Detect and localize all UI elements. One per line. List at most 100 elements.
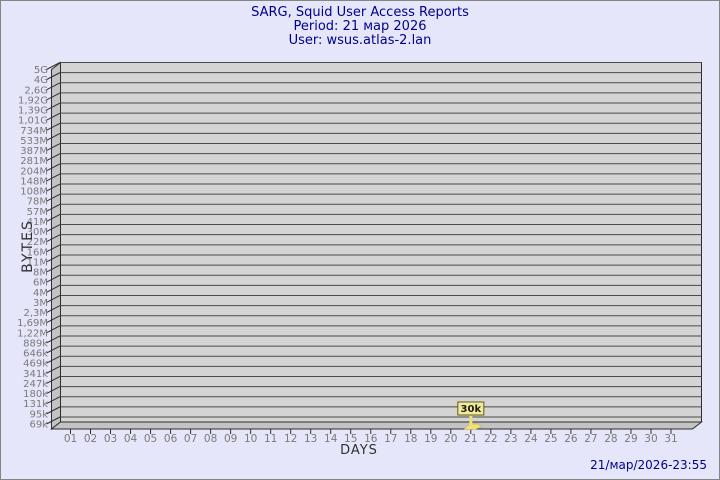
y-tick xyxy=(46,264,61,273)
chart-title: SARG, Squid User Access Reports xyxy=(251,5,469,20)
x-tick-label: 12 xyxy=(284,433,297,445)
x-tick-label: 26 xyxy=(564,433,578,445)
y-tick-label: 69k xyxy=(29,420,48,431)
x-tick-label: 30 xyxy=(644,433,657,445)
y-tick-label: 889k xyxy=(23,338,48,349)
x-tick-label: 20 xyxy=(444,433,457,445)
x-tick-label: 25 xyxy=(544,433,557,445)
y-tick-label: 1,92G xyxy=(18,95,48,106)
y-tick xyxy=(46,284,61,293)
y-tick xyxy=(46,203,61,212)
bars: 30k xyxy=(457,401,485,430)
y-tick-label: 95k xyxy=(29,409,48,420)
y-axis-title: BYTES xyxy=(20,219,36,273)
x-tick-label: 27 xyxy=(584,433,597,445)
plot-area xyxy=(60,62,702,423)
x-tick-label: 09 xyxy=(224,433,237,445)
chart-period: Period: 21 мар 2026 xyxy=(293,19,427,34)
y-tick-label: 22M xyxy=(27,237,48,248)
x-tick-label: 15 xyxy=(344,433,357,445)
y-tick xyxy=(46,295,61,303)
x-tick-label: 22 xyxy=(484,433,497,445)
y-tick-label: 1,39G xyxy=(18,106,48,117)
y-tick xyxy=(46,82,61,91)
y-tick-label: 387M xyxy=(20,146,48,157)
x-tick-label: 24 xyxy=(524,433,538,445)
y-tick-label: 646k xyxy=(23,349,48,360)
x-tick-label: 18 xyxy=(404,433,417,445)
y-tick xyxy=(46,386,61,395)
x-tick-label: 23 xyxy=(504,433,517,445)
y-tick xyxy=(46,234,61,243)
y-tick-label: 6M xyxy=(33,278,48,289)
y-tick-label: 148M xyxy=(20,176,48,187)
y-tick xyxy=(46,163,61,172)
y-tick-label: 341k xyxy=(23,369,48,380)
y-tick-label: 1,22M xyxy=(17,328,48,339)
y-tick xyxy=(46,416,61,425)
x-tick-label: 03 xyxy=(104,433,117,445)
y-tick xyxy=(46,376,61,384)
y-tick xyxy=(46,244,61,253)
y-tick-label: 4G xyxy=(34,75,48,86)
x-tick-labels: 01 02 03 04 05 06 07 08 09 10 11 12 13 14 15 16 17 18 19 20… xyxy=(64,429,678,445)
x-tick-label: 10 xyxy=(244,433,257,445)
y-tick-label: 57M xyxy=(27,207,48,218)
y-tick-labels: 5G4G2,6G1,92G1,39G1,01G734M533M387M281M2… xyxy=(17,65,48,431)
y-tick xyxy=(46,305,61,314)
x-tick-label: 16 xyxy=(364,433,378,445)
y-tick-label: 247k xyxy=(23,379,48,390)
y-tick xyxy=(46,102,61,111)
y-tick xyxy=(46,365,61,374)
x-tick-label: 06 xyxy=(164,433,178,445)
y-tick-label: 41M xyxy=(27,217,48,228)
y-tick-label: 78M xyxy=(27,197,48,208)
y-tick-label: 131k xyxy=(23,399,48,410)
x-tick-label: 29 xyxy=(624,433,637,445)
y-tick xyxy=(46,224,61,233)
x-tick-label: 14 xyxy=(324,433,338,445)
y-tick-label: 204M xyxy=(20,166,48,177)
y-tick-label: 469k xyxy=(23,359,48,370)
x-tick-label: 19 xyxy=(424,433,437,445)
y-tick-label: 1,69M xyxy=(17,318,48,329)
y-tick xyxy=(46,396,61,405)
y-tick-label: 180k xyxy=(23,389,48,400)
bar xyxy=(463,423,483,430)
y-tick-label: 30M xyxy=(27,227,48,238)
y-tick xyxy=(46,122,61,131)
y-tick-label: 281M xyxy=(20,156,48,167)
y-tick xyxy=(46,193,61,202)
y-tick xyxy=(46,72,61,81)
y-tick-label: 4M xyxy=(33,288,48,299)
chart-header: SARG, Squid User Access Reports Period: … xyxy=(1,6,719,48)
y-tick xyxy=(46,112,61,121)
y-tick xyxy=(46,315,61,324)
floor xyxy=(50,421,703,430)
y-tick xyxy=(46,132,61,141)
x-tick-label: 31 xyxy=(664,433,677,445)
y-tick xyxy=(46,335,61,344)
x-tick-label: 02 xyxy=(84,433,97,445)
y-tick-label: 8M xyxy=(33,268,48,279)
x-tick-label: 04 xyxy=(124,433,138,445)
y-tick xyxy=(46,62,61,70)
y-tick-label: 734M xyxy=(20,126,48,137)
y-tick xyxy=(46,143,61,151)
y-tick-label: 1,01G xyxy=(18,116,48,127)
x-tick-label: 05 xyxy=(144,433,157,445)
x-tick-label: 08 xyxy=(204,433,217,445)
y-tick-label: 3M xyxy=(33,298,48,309)
x-axis-title: DAYS xyxy=(340,443,378,458)
y-tick xyxy=(46,92,61,101)
y-tick xyxy=(46,325,61,334)
y-tick xyxy=(46,173,61,182)
x-tick-label: 13 xyxy=(304,433,317,445)
bar-value-box xyxy=(457,401,485,416)
y-tick-label: 533M xyxy=(20,136,48,147)
x-tick-label: 11 xyxy=(264,433,277,445)
y-tick xyxy=(46,345,61,354)
y-tick xyxy=(46,183,61,192)
